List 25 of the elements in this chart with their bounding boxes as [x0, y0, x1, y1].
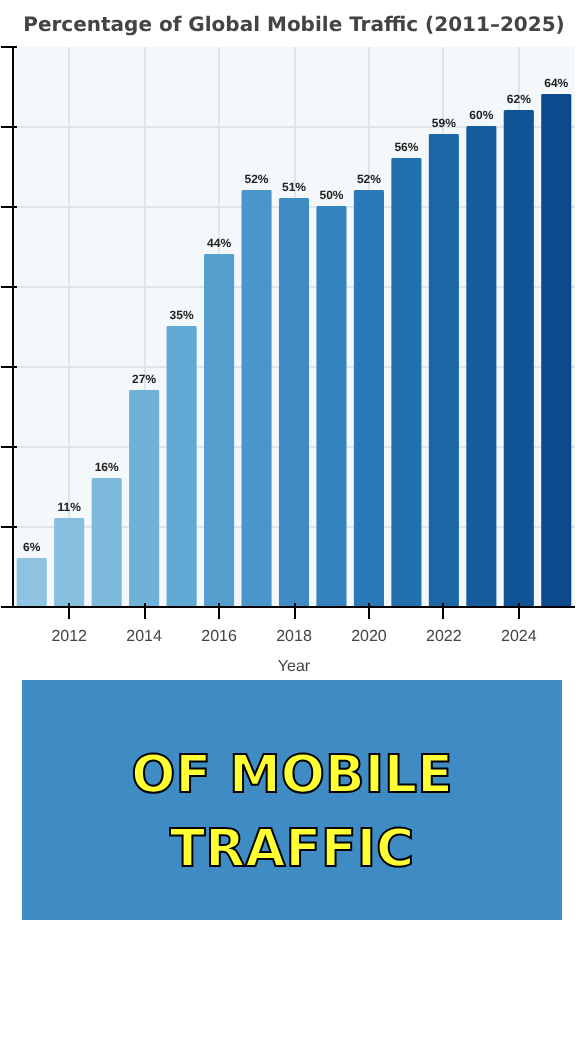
- x-tick-label: 2024: [501, 627, 538, 645]
- bar: [391, 158, 422, 607]
- bar: [129, 390, 160, 607]
- x-tick-label: 2016: [201, 627, 238, 645]
- bar: [241, 190, 272, 607]
- bar: [353, 190, 384, 607]
- x-axis-title: Year: [277, 657, 311, 675]
- bar: [16, 558, 47, 607]
- chart-title: Percentage of Global Mobile Traffic (2011–2025): [23, 15, 565, 37]
- bar: [91, 478, 122, 607]
- bar: [204, 254, 235, 607]
- bar: [54, 518, 85, 607]
- x-tick-label: 2012: [51, 627, 89, 645]
- x-tick-label: 2018: [276, 627, 313, 645]
- x-tick-label: 2014: [126, 627, 164, 645]
- bar: [503, 110, 534, 607]
- x-tick-label: 2022: [426, 627, 463, 645]
- bar: [541, 94, 572, 607]
- bar: [166, 326, 197, 607]
- x-tick-label: 2020: [351, 627, 388, 645]
- bar: [428, 134, 459, 607]
- bar: [316, 206, 347, 607]
- bar: [466, 126, 497, 607]
- bar: [278, 198, 310, 607]
- text: OF MOBILE TRAFFIC: [129, 744, 455, 885]
